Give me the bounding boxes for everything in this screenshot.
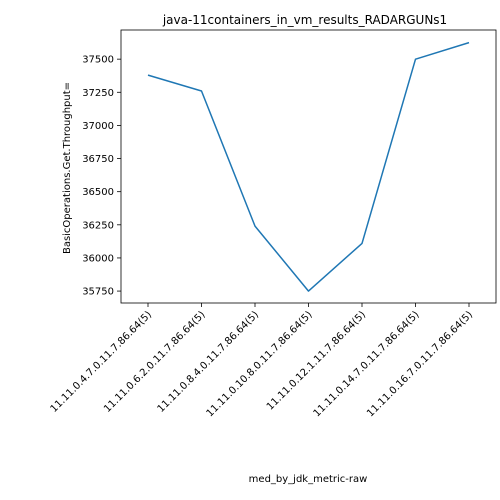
y-tick-label: 36250 <box>82 220 114 231</box>
x-axis-label: med_by_jdk_metric-raw <box>249 474 368 485</box>
y-tick-label: 36750 <box>82 154 114 165</box>
series-line-0 <box>147 41 470 292</box>
y-tick-label: 37500 <box>82 55 114 66</box>
y-axis-ticks: 35750 36000 36250 36500 36750 37000 37250 37500 <box>82 55 121 298</box>
x-tick-label: 11.11.0.16.7.0.11.7.86.64(5) <box>365 309 475 419</box>
y-tick-label: 37250 <box>82 88 114 99</box>
plot-frame <box>120 29 497 304</box>
y-tick-label: 35750 <box>82 287 114 298</box>
x-tick-label: 11.11.0.4.7.0.11.7.86.64(5) <box>49 309 155 415</box>
x-axis-ticks: 11.11.0.4.7.0.11.7.86.64(5)11.11.0.6.2.0… <box>49 303 475 419</box>
x-tick-label: 11.11.0.10.8.0.11.7.86.64(5) <box>205 309 315 419</box>
x-tick-label: 11.11.0.14.7.0.11.7.86.64(5) <box>312 309 422 419</box>
plot-layer <box>147 41 470 292</box>
x-tick-label: 11.11.0.12.1.11.7.86.64(5) <box>265 309 368 412</box>
x-tick-label: 11.11.0.8.4.0.11.7.86.64(5) <box>156 309 262 415</box>
y-tick-label: 36500 <box>82 187 114 198</box>
y-axis-label: BasicOperations.Get.Throughput= <box>62 82 73 254</box>
y-tick-label: 36000 <box>82 253 114 264</box>
chart-title: java-11containers_in_vm_results_RADARGUN… <box>162 13 447 27</box>
y-tick-label: 37000 <box>82 121 114 132</box>
x-tick-label: 11.11.0.6.2.0.11.7.86.64(5) <box>102 309 208 415</box>
